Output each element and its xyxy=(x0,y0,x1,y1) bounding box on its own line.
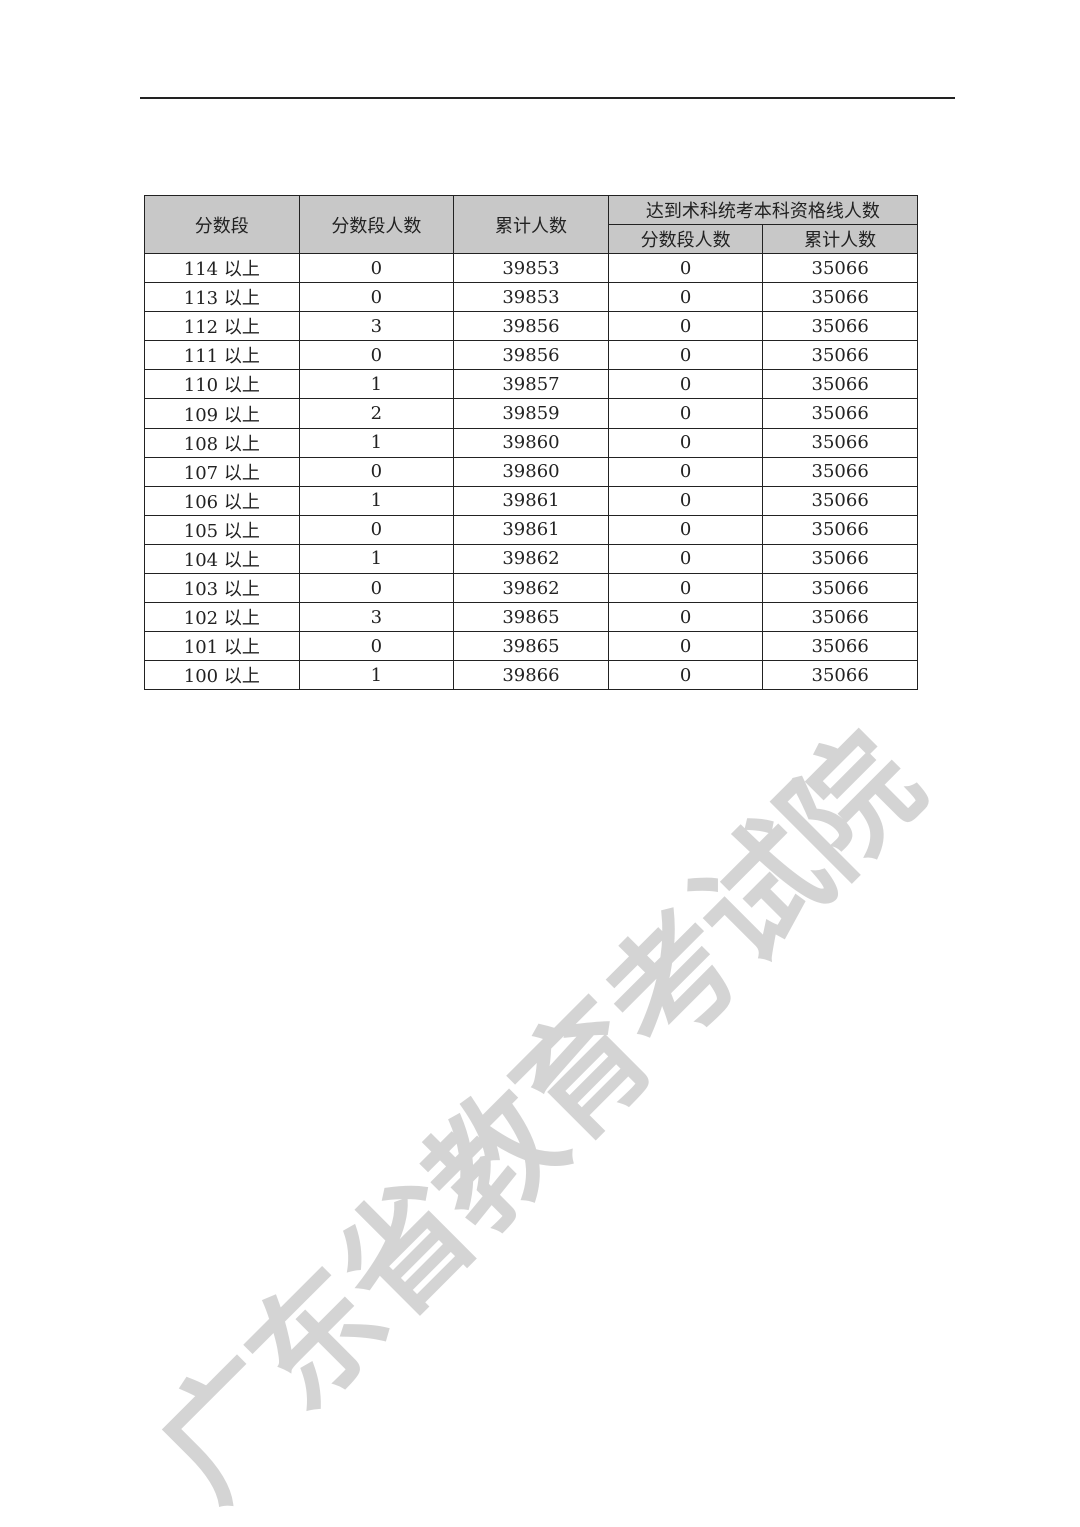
cell-score-band: 114 以上 xyxy=(144,252,300,284)
table-row: 107 以上 0 39860 0 35066 xyxy=(144,456,918,487)
cell-cumulative: 39865 xyxy=(453,602,609,633)
table-row: 105 以上 0 39861 0 35066 xyxy=(144,514,918,545)
table-row: 111 以上 0 39856 0 35066 xyxy=(144,340,918,371)
cell-qualified-band-count: 0 xyxy=(607,311,764,342)
cell-qualified-cumulative: 35066 xyxy=(762,602,918,633)
cell-score-band: 111 以上 xyxy=(144,340,300,371)
table-row: 108 以上 1 39860 0 35066 xyxy=(144,427,918,458)
cell-cumulative: 39856 xyxy=(453,311,609,342)
cell-cumulative: 39859 xyxy=(453,398,609,429)
table-row: 103 以上 0 39862 0 35066 xyxy=(144,573,918,604)
cell-score-band: 109 以上 xyxy=(144,398,300,429)
table-row: 100 以上 1 39866 0 35066 xyxy=(144,660,918,691)
cell-qualified-band-count: 0 xyxy=(607,340,764,371)
header-qualified-group: 达到术科统考本科资格线人数 xyxy=(607,195,918,225)
table-row: 106 以上 1 39861 0 35066 xyxy=(144,485,918,516)
cell-band-count: 0 xyxy=(298,340,455,371)
cell-cumulative: 39866 xyxy=(453,660,609,691)
cell-cumulative: 39862 xyxy=(453,543,609,575)
cell-cumulative: 39853 xyxy=(453,252,609,284)
cell-score-band: 113 以上 xyxy=(144,282,300,313)
cell-band-count: 3 xyxy=(298,311,455,342)
cell-score-band: 104 以上 xyxy=(144,543,300,575)
cell-qualified-band-count: 0 xyxy=(607,514,764,545)
cell-qualified-cumulative: 35066 xyxy=(762,485,918,516)
cell-band-count: 0 xyxy=(298,514,455,545)
cell-qualified-cumulative: 35066 xyxy=(762,369,918,400)
table-row: 114 以上 0 39853 0 35066 xyxy=(144,252,918,284)
cell-qualified-band-count: 0 xyxy=(607,427,764,458)
cell-score-band: 103 以上 xyxy=(144,573,300,604)
cell-qualified-band-count: 0 xyxy=(607,543,764,575)
cell-cumulative: 39856 xyxy=(453,340,609,371)
cell-cumulative: 39865 xyxy=(453,631,609,662)
cell-qualified-cumulative: 35066 xyxy=(762,514,918,545)
header-rule xyxy=(140,97,955,99)
cell-band-count: 1 xyxy=(298,660,455,691)
cell-qualified-cumulative: 35066 xyxy=(762,543,918,575)
table-row: 101 以上 0 39865 0 35066 xyxy=(144,631,918,662)
cell-qualified-cumulative: 35066 xyxy=(762,427,918,458)
table-row: 104 以上 1 39862 0 35066 xyxy=(144,543,918,575)
cell-score-band: 107 以上 xyxy=(144,456,300,487)
cell-qualified-band-count: 0 xyxy=(607,282,764,313)
cell-qualified-band-count: 0 xyxy=(607,573,764,604)
cell-qualified-band-count: 0 xyxy=(607,456,764,487)
cell-cumulative: 39853 xyxy=(453,282,609,313)
header-cumulative: 累计人数 xyxy=(453,195,609,254)
cell-band-count: 0 xyxy=(298,631,455,662)
cell-cumulative: 39862 xyxy=(453,573,609,604)
cell-band-count: 1 xyxy=(298,369,455,400)
cell-band-count: 0 xyxy=(298,573,455,604)
cell-cumulative: 39857 xyxy=(453,369,609,400)
cell-score-band: 108 以上 xyxy=(144,427,300,458)
cell-qualified-cumulative: 35066 xyxy=(762,631,918,662)
cell-qualified-band-count: 0 xyxy=(607,602,764,633)
cell-qualified-cumulative: 35066 xyxy=(762,398,918,429)
cell-qualified-cumulative: 35066 xyxy=(762,282,918,313)
cell-qualified-band-count: 0 xyxy=(607,660,764,691)
cell-qualified-cumulative: 35066 xyxy=(762,311,918,342)
cell-band-count: 0 xyxy=(298,252,455,284)
cell-band-count: 2 xyxy=(298,398,455,429)
table-row: 110 以上 1 39857 0 35066 xyxy=(144,369,918,400)
cell-score-band: 102 以上 xyxy=(144,602,300,633)
table-row: 112 以上 3 39856 0 35066 xyxy=(144,311,918,342)
cell-qualified-cumulative: 35066 xyxy=(762,573,918,604)
cell-score-band: 105 以上 xyxy=(144,514,300,545)
cell-qualified-cumulative: 35066 xyxy=(762,252,918,284)
cell-score-band: 110 以上 xyxy=(144,369,300,400)
cell-band-count: 0 xyxy=(298,456,455,487)
cell-cumulative: 39860 xyxy=(453,427,609,458)
header-score-band: 分数段 xyxy=(144,195,300,254)
watermark: 广东省教育考试院 xyxy=(130,708,949,1527)
cell-qualified-cumulative: 35066 xyxy=(762,456,918,487)
cell-band-count: 0 xyxy=(298,282,455,313)
header-qualified-cumulative: 累计人数 xyxy=(762,224,918,254)
cell-cumulative: 39861 xyxy=(453,514,609,545)
cell-qualified-band-count: 0 xyxy=(607,252,764,284)
table-row: 102 以上 3 39865 0 35066 xyxy=(144,602,918,633)
table-row: 113 以上 0 39853 0 35066 xyxy=(144,282,918,313)
cell-qualified-cumulative: 35066 xyxy=(762,340,918,371)
cell-band-count: 1 xyxy=(298,427,455,458)
cell-qualified-band-count: 0 xyxy=(607,631,764,662)
score-distribution-table: 分数段 分数段人数 累计人数 达到术科统考本科资格线人数 分数段人数 累计人数 … xyxy=(144,195,918,691)
cell-score-band: 112 以上 xyxy=(144,311,300,342)
cell-band-count: 1 xyxy=(298,543,455,575)
cell-band-count: 3 xyxy=(298,602,455,633)
cell-qualified-band-count: 0 xyxy=(607,485,764,516)
header-band-count: 分数段人数 xyxy=(298,195,455,254)
cell-qualified-band-count: 0 xyxy=(607,369,764,400)
table-row: 109 以上 2 39859 0 35066 xyxy=(144,398,918,429)
cell-score-band: 100 以上 xyxy=(144,660,300,691)
cell-qualified-cumulative: 35066 xyxy=(762,660,918,691)
header-qualified-band-count: 分数段人数 xyxy=(607,224,764,254)
cell-band-count: 1 xyxy=(298,485,455,516)
cell-qualified-band-count: 0 xyxy=(607,398,764,429)
cell-cumulative: 39861 xyxy=(453,485,609,516)
cell-cumulative: 39860 xyxy=(453,456,609,487)
cell-score-band: 101 以上 xyxy=(144,631,300,662)
cell-score-band: 106 以上 xyxy=(144,485,300,516)
